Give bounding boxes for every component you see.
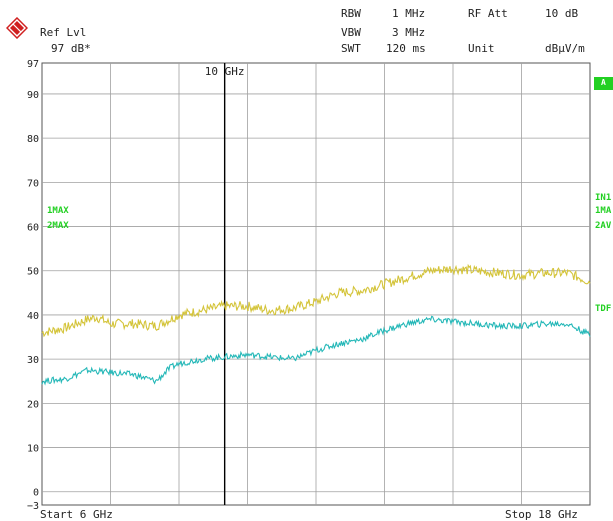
y-tick-label: 97 [27, 59, 39, 70]
rbw-value: 1 MHz [392, 7, 426, 20]
swt-label: SWT [341, 42, 361, 55]
y-tick-label: 20 [27, 399, 39, 410]
right-label-2av: 2AV [595, 221, 612, 231]
right-label-in1: IN1 [595, 193, 612, 203]
vbw-label: VBW [341, 26, 361, 39]
stop-frequency-label: Stop 18 GHz [505, 508, 578, 521]
y-tick-label: 90 [27, 90, 39, 101]
trace2-label: 2MAX [47, 221, 69, 231]
swt-value: 120 ms [386, 42, 426, 55]
ref-level-value: 97 dB* [51, 42, 91, 55]
y-tick-label: 80 [27, 134, 39, 145]
y-tick-label: 40 [27, 311, 39, 322]
y-tick-label: 50 [27, 267, 39, 278]
start-frequency-label: Start 6 GHz [40, 508, 113, 521]
y-tick-label: 30 [27, 355, 39, 366]
rbw-label: RBW [341, 7, 361, 20]
rohde-schwarz-logo [5, 16, 29, 40]
vbw-value: 3 MHz [392, 26, 426, 39]
marker-label: 10 GHz [205, 65, 245, 78]
y-tick-label: 70 [27, 178, 39, 189]
y-tick-label: 0 [33, 488, 39, 499]
rf-att-label: RF Att [468, 7, 508, 20]
a-box-label: A [594, 77, 613, 90]
right-label-1ma: 1MA [595, 206, 612, 216]
y-tick-label: 60 [27, 223, 39, 234]
trace1-label: 1MAX [47, 206, 69, 216]
unit-label: Unit [468, 42, 495, 55]
trace-1-max [41, 263, 591, 338]
right-label-tdf: TDF [595, 304, 612, 314]
trace-2-avg [41, 315, 591, 386]
rf-att-value: 10 dB [545, 7, 579, 20]
y-tick-label: 10 [27, 444, 39, 455]
unit-value: dBµV/m [545, 42, 585, 55]
y-tick-label: −3 [27, 501, 39, 512]
ref-level-label: Ref Lvl [40, 26, 87, 39]
